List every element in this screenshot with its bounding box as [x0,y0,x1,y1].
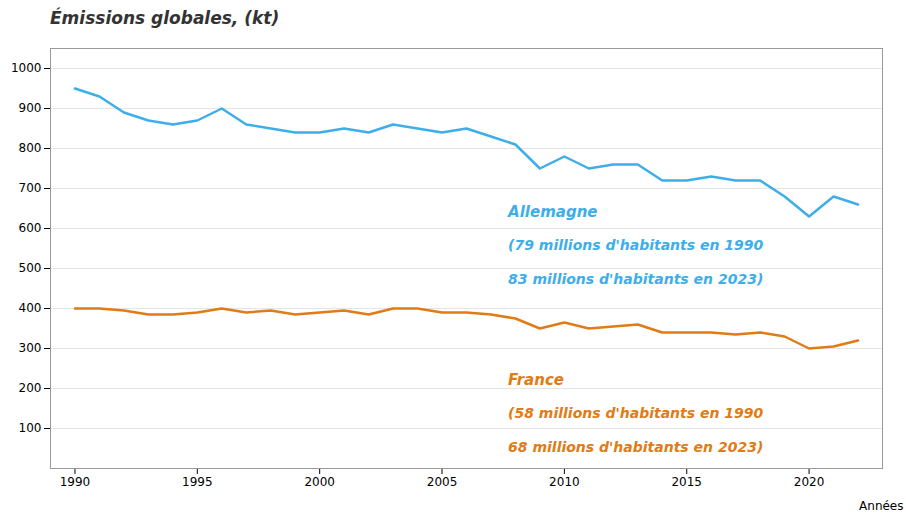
svg-text:(58 millions d'habitants en 19: (58 millions d'habitants en 1990 [508,405,763,421]
svg-text:300: 300 [19,341,42,355]
svg-text:Allemagne: Allemagne [507,203,597,221]
svg-text:500: 500 [19,261,42,275]
svg-text:2010: 2010 [549,475,580,489]
svg-text:400: 400 [19,301,42,315]
svg-text:68 millions d'habitants en 202: 68 millions d'habitants en 2023) [508,439,763,455]
svg-text:900: 900 [19,101,42,115]
svg-text:Années: Années [859,499,903,513]
html-text:Émissions globales, (kt): Émissions globales, (kt) [50,8,280,28]
svg-text:100: 100 [19,421,42,435]
svg-text:2000: 2000 [304,475,335,489]
svg-text:200: 200 [19,381,42,395]
svg-text:600: 600 [19,221,42,235]
svg-text:1000: 1000 [11,61,42,75]
svg-text:(79 millions d'habitants en 19: (79 millions d'habitants en 1990 [508,237,763,253]
svg-text:83 millions d'habitants en 202: 83 millions d'habitants en 2023) [508,271,763,287]
svg-text:2005: 2005 [427,475,458,489]
svg-text:2015: 2015 [671,475,702,489]
svg-text:1995: 1995 [182,475,213,489]
svg-text:2020: 2020 [794,475,825,489]
svg-text:1990: 1990 [60,475,91,489]
svg-text:700: 700 [19,181,42,195]
svg-text:800: 800 [19,141,42,155]
svg-text:France: France [508,371,564,389]
